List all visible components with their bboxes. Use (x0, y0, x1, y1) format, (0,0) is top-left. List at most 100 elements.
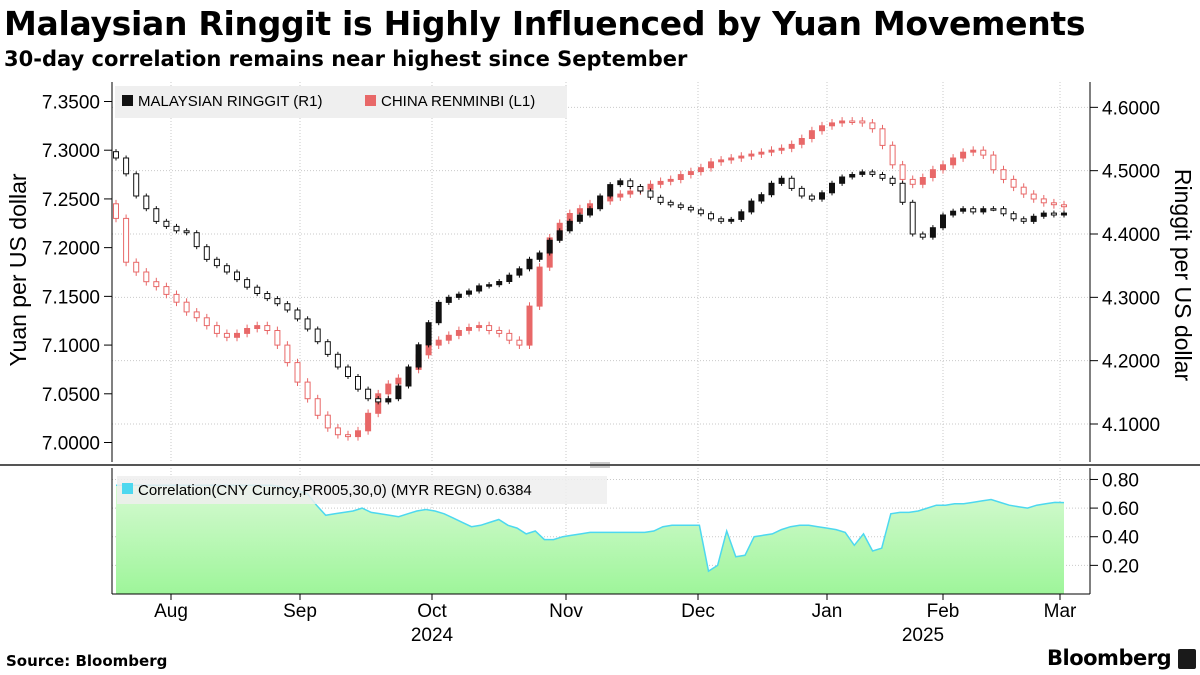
renminbi-candle (254, 325, 261, 330)
renminbi-candle (355, 430, 361, 438)
ringgit-candle (667, 201, 674, 206)
renminbi-candle (960, 151, 967, 159)
y-tick-label-correlation: 0.80 (1102, 470, 1139, 491)
renminbi-candle (687, 171, 694, 176)
ringgit-candle (597, 195, 604, 210)
ringgit-candle (506, 274, 513, 283)
renminbi-candle (345, 434, 351, 438)
legend-swatch-ringgit (122, 95, 133, 106)
ringgit-candle (405, 366, 412, 387)
ringgit-candle (929, 227, 936, 238)
ringgit-candle (788, 177, 795, 189)
ringgit-candle (829, 182, 835, 194)
renminbi-candle (1050, 202, 1057, 206)
ringgit-candle (516, 268, 523, 276)
renminbi-candle (324, 414, 331, 429)
renminbi-candle (304, 381, 311, 400)
ringgit-candle (455, 293, 462, 298)
ringgit-candle (203, 246, 210, 260)
year-label: 2025 (902, 625, 944, 646)
x-tick-label: Mar (1044, 601, 1077, 622)
ringgit-candle (244, 279, 251, 288)
ringgit-candle (919, 233, 926, 238)
ringgit-candle (990, 208, 997, 211)
renminbi-candle (536, 266, 543, 307)
ringgit-candle (697, 209, 704, 215)
y-tick-label-correlation: 0.20 (1102, 556, 1139, 577)
renminbi-candle (697, 167, 704, 173)
ringgit-candle (274, 298, 281, 305)
renminbi-candle (334, 427, 341, 436)
legend-label-renminbi: CHINA RENMINBI (L1) (381, 93, 535, 110)
renminbi-candle (193, 311, 200, 319)
ringgit-candle (909, 201, 916, 235)
ringgit-candle (466, 290, 472, 295)
ringgit-candle (718, 218, 725, 222)
renminbi-candle (617, 193, 624, 198)
renminbi-candle (486, 325, 493, 332)
ringgit-candle (334, 353, 341, 368)
ringgit-candle (950, 210, 957, 216)
ringgit-candle (566, 220, 573, 232)
x-tick-label: Jan (812, 601, 843, 622)
renminbi-candle (234, 332, 240, 338)
x-tick-label: Feb (927, 601, 960, 622)
renminbi-candle (123, 217, 130, 263)
renminbi-candle (798, 138, 805, 145)
ringgit-candle (254, 286, 261, 295)
ringgit-candle (1061, 212, 1067, 216)
y-axis-title-right: Ringgit per US dollar (1170, 169, 1196, 382)
ringgit-candle (1010, 213, 1017, 220)
ringgit-candle (980, 208, 987, 213)
ringgit-candle (798, 187, 805, 197)
x-tick-label: Dec (681, 601, 715, 622)
renminbi-candle (738, 155, 745, 159)
ringgit-candle (113, 151, 119, 159)
ringgit-candle (607, 184, 614, 197)
renminbi-candle (829, 122, 835, 127)
y-tick-label-correlation: 0.40 (1102, 528, 1139, 549)
x-tick-label: Nov (549, 601, 583, 622)
ringgit-candle (133, 173, 140, 197)
ringgit-candle (839, 176, 846, 184)
ringgit-candle (869, 171, 876, 175)
source-note: Source: Bloomberg (6, 652, 168, 670)
chart-title: Malaysian Ringgit is Highly Influenced b… (4, 4, 1086, 43)
renminbi-candle (758, 151, 765, 155)
ringgit-candle (173, 225, 180, 232)
ringgit-candle (375, 398, 382, 403)
y-tick-label-right: 4.5000 (1102, 162, 1160, 183)
ringgit-candle (395, 385, 402, 400)
renminbi-candle (788, 143, 795, 149)
ringgit-candle (153, 208, 160, 222)
renminbi-candle (879, 128, 886, 146)
legend-label-ringgit: MALAYSIAN RINGGIT (R1) (138, 93, 322, 110)
bloomberg-logo: Bloomberg (1047, 646, 1172, 670)
renminbi-candle (657, 180, 664, 185)
renminbi-candle (385, 383, 392, 395)
renminbi-candle (173, 293, 180, 303)
y-tick-label-left: 7.3000 (42, 141, 100, 162)
renminbi-candle (244, 328, 251, 334)
renminbi-candle (516, 339, 523, 346)
ringgit-candle (637, 186, 644, 192)
ringgit-candle (445, 296, 452, 303)
renminbi-candle (153, 281, 160, 288)
ringgit-candle (163, 220, 170, 227)
ringgit-candle (728, 218, 735, 222)
renminbi-candle (667, 178, 674, 182)
ringgit-candle (778, 177, 785, 184)
renminbi-candle (869, 122, 876, 130)
renminbi-candle (476, 325, 483, 329)
ringgit-candle (284, 303, 291, 311)
ringgit-candle (1030, 215, 1037, 222)
ringgit-candle (304, 318, 311, 330)
y-tick-label-correlation: 0.60 (1102, 499, 1139, 520)
ringgit-candle (970, 208, 977, 213)
y-axis-title-left: Yuan per US dollar (5, 173, 31, 366)
ringgit-candle (617, 180, 624, 186)
bloomberg-badge-icon (1178, 649, 1196, 669)
y-tick-label-right: 4.2000 (1102, 352, 1160, 373)
renminbi-candle (1020, 186, 1027, 195)
